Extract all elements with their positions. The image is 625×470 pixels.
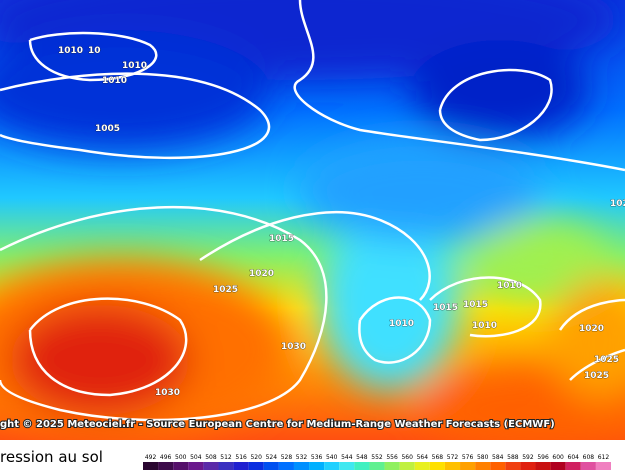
isobar-label: 1015 — [269, 234, 294, 244]
scale-label: 608 — [583, 454, 595, 461]
isobar-label: 1030 — [155, 388, 180, 398]
credit-text: ght © 2025 Meteociel.fr - Source Europea… — [0, 419, 555, 430]
scale-label: 552 — [371, 454, 383, 461]
scale-swatch — [490, 462, 506, 470]
scale-swatch — [309, 462, 325, 470]
scale-swatch — [444, 462, 461, 470]
scale-swatch — [520, 462, 536, 470]
scale-swatch — [143, 462, 159, 470]
scale-swatch — [399, 462, 415, 470]
scale-swatch — [278, 462, 294, 470]
scale-swatch — [339, 462, 355, 470]
scale-swatch — [188, 462, 204, 470]
isobar-label: 1020 — [249, 269, 274, 279]
scale-label: 508 — [205, 454, 217, 461]
scale-swatch — [384, 462, 400, 470]
scale-label: 592 — [522, 454, 534, 461]
scale-swatch — [550, 462, 566, 470]
scale-swatch — [505, 462, 521, 470]
scale-swatch — [354, 462, 370, 470]
scale-label: 568 — [432, 454, 444, 461]
isobar-label: 1025 — [594, 355, 619, 365]
scale-swatch — [248, 462, 264, 470]
isobar-label: 1030 — [281, 342, 306, 352]
scale-label: 540 — [326, 454, 338, 461]
scale-label: 544 — [341, 454, 353, 461]
isobar-label: 1010 — [58, 46, 83, 56]
scale-swatch — [218, 462, 234, 470]
isobar-label: 1010 — [102, 76, 127, 86]
scale-swatch — [369, 462, 385, 470]
scale-label: 564 — [417, 454, 429, 461]
scale-swatch — [158, 462, 174, 470]
scale-label: 524 — [266, 454, 278, 461]
scale-label: 504 — [190, 454, 202, 461]
isobar-label: 1015 — [463, 300, 488, 310]
scale-swatch — [595, 462, 611, 470]
scale-swatch — [414, 462, 430, 470]
scale-label: 500 — [175, 454, 187, 461]
scale-label: 580 — [477, 454, 489, 461]
scale-swatch — [203, 462, 219, 470]
scale-label: 528 — [281, 454, 293, 461]
map-field — [0, 0, 625, 440]
isobar-label: 1010 — [472, 321, 497, 331]
isobar-label: 1020 — [579, 324, 604, 334]
scale-swatch — [173, 462, 189, 470]
scale-swatch — [565, 462, 581, 470]
isobar-label: 1025 — [213, 285, 238, 295]
scale-label: 612 — [598, 454, 610, 461]
isobar-label: 1010 — [389, 319, 414, 329]
scale-label: 548 — [356, 454, 368, 461]
scale-swatch — [324, 462, 340, 470]
scale-label: 588 — [507, 454, 519, 461]
scale-label: 520 — [250, 454, 262, 461]
scale-label: 584 — [492, 454, 504, 461]
scale-label: 560 — [401, 454, 413, 461]
scale-label: 556 — [386, 454, 398, 461]
scale-swatch — [460, 462, 476, 470]
scale-label: 604 — [568, 454, 580, 461]
scale-label: 532 — [296, 454, 308, 461]
isobar-label: 102 — [610, 199, 625, 209]
isobar-label: 1015 — [433, 303, 458, 313]
scale-swatch — [263, 462, 279, 470]
scale-label: 492 — [145, 454, 157, 461]
scale-label: 572 — [447, 454, 459, 461]
scale-label: 496 — [160, 454, 172, 461]
scale-label: 600 — [552, 454, 564, 461]
scale-label: 512 — [220, 454, 232, 461]
scale-label: 596 — [537, 454, 549, 461]
isobar-label: 1010 — [497, 281, 522, 291]
isobar-label: 1025 — [584, 371, 609, 381]
scale-swatch — [293, 462, 310, 470]
scale-swatch — [580, 462, 596, 470]
scale-swatch — [233, 462, 249, 470]
scale-swatch — [429, 462, 445, 470]
map-title: ression au sol — [0, 448, 103, 466]
scale-label: 516 — [235, 454, 247, 461]
isobar-label: 10 — [88, 46, 101, 56]
scale-swatch — [535, 462, 551, 470]
scale-label: 576 — [462, 454, 474, 461]
scale-swatch — [475, 462, 491, 470]
scale-label: 536 — [311, 454, 323, 461]
isobar-label: 1010 — [122, 61, 147, 71]
isobar-label: 1005 — [95, 124, 120, 134]
